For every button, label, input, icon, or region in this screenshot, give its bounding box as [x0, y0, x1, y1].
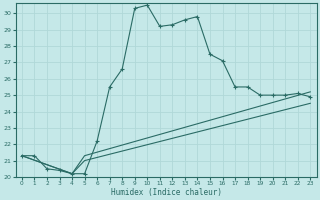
- X-axis label: Humidex (Indice chaleur): Humidex (Indice chaleur): [111, 188, 221, 197]
